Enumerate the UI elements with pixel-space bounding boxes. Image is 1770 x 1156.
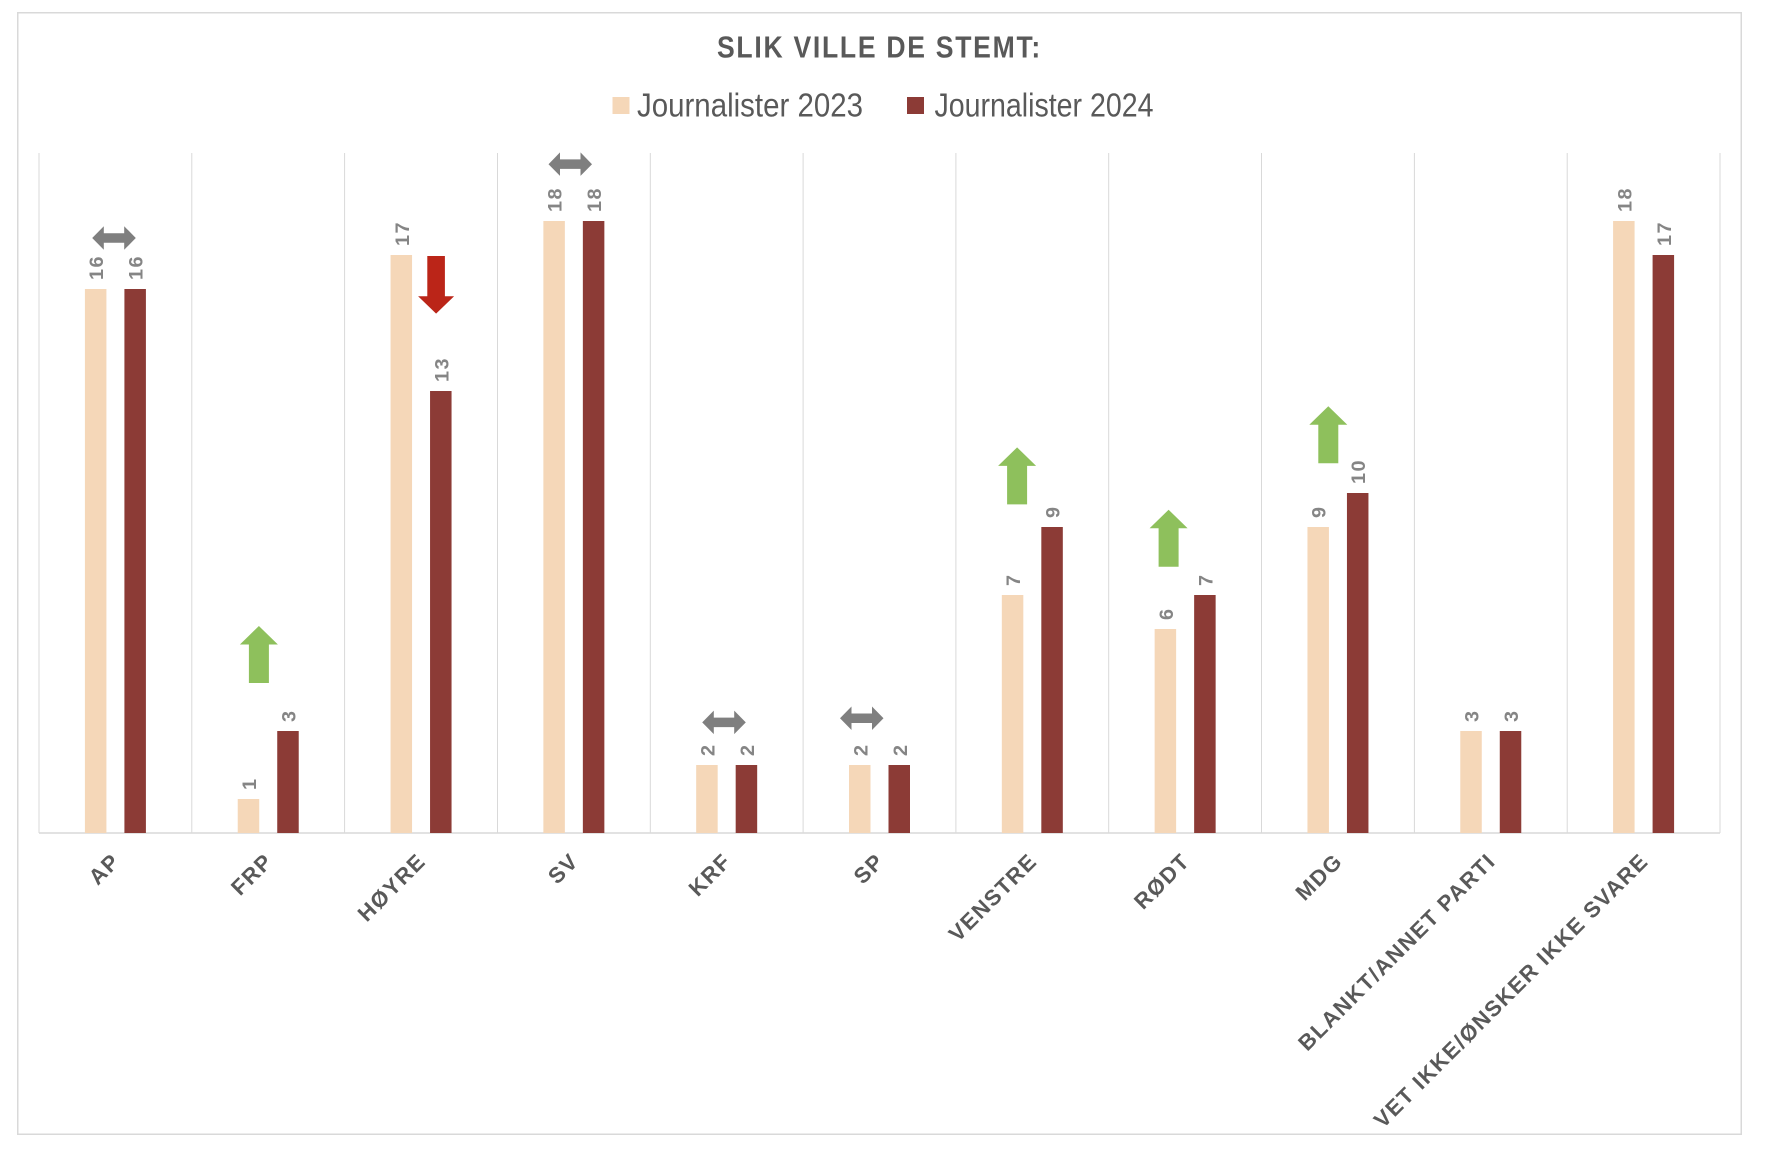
svg-text:2: 2 bbox=[890, 743, 912, 756]
svg-text:16: 16 bbox=[126, 255, 148, 280]
svg-text:Journalister 2023: Journalister 2023 bbox=[637, 87, 863, 124]
svg-text:1: 1 bbox=[239, 777, 261, 790]
svg-text:17: 17 bbox=[392, 221, 414, 246]
svg-text:2: 2 bbox=[850, 743, 872, 756]
svg-text:3: 3 bbox=[278, 709, 300, 722]
svg-text:18: 18 bbox=[1614, 187, 1636, 212]
svg-text:3: 3 bbox=[1462, 709, 1484, 722]
svg-text:SLIK VILLE DE STEMT:: SLIK VILLE DE STEMT: bbox=[717, 30, 1042, 65]
svg-text:18: 18 bbox=[584, 187, 606, 212]
svg-text:3: 3 bbox=[1501, 709, 1523, 722]
svg-text:2: 2 bbox=[697, 743, 719, 756]
svg-text:17: 17 bbox=[1654, 221, 1676, 246]
svg-text:18: 18 bbox=[545, 187, 567, 212]
svg-text:9: 9 bbox=[1043, 505, 1065, 518]
svg-text:10: 10 bbox=[1348, 459, 1370, 484]
svg-text:6: 6 bbox=[1156, 607, 1178, 620]
svg-text:Journalister 2024: Journalister 2024 bbox=[935, 87, 1154, 124]
svg-text:16: 16 bbox=[86, 255, 108, 280]
svg-text:7: 7 bbox=[1195, 573, 1217, 586]
svg-text:13: 13 bbox=[431, 357, 453, 382]
svg-text:7: 7 bbox=[1003, 573, 1025, 586]
svg-text:2: 2 bbox=[737, 743, 759, 756]
svg-text:9: 9 bbox=[1309, 505, 1331, 518]
